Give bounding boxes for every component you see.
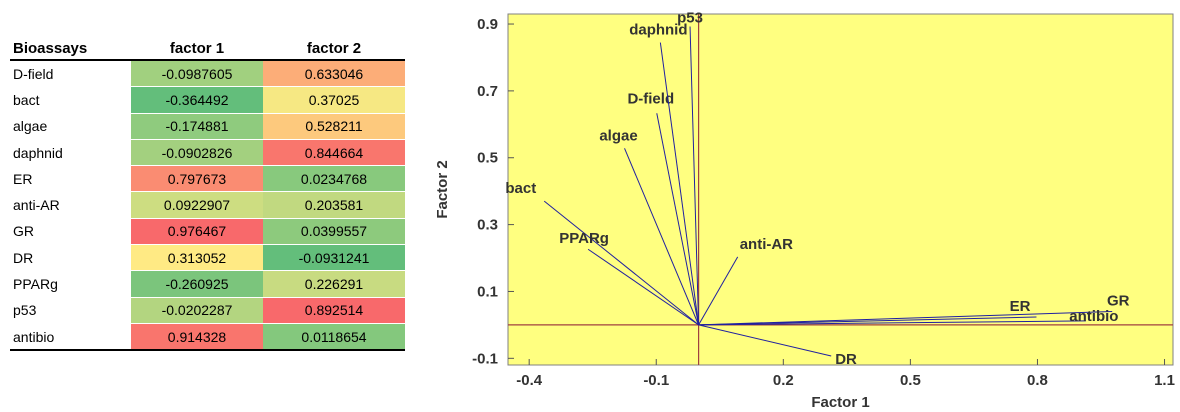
vector-line — [624, 148, 700, 326]
factor-2-value: 0.37025 — [263, 86, 405, 114]
factor-2-value: 0.0234768 — [263, 165, 405, 193]
factor-1-value: 0.914328 — [131, 323, 263, 352]
y-tick-label: -0.1 — [472, 350, 498, 367]
factor-2-value: 0.0118654 — [263, 323, 405, 352]
bioassay-name: GR — [10, 218, 131, 246]
factor-1-value: -0.174881 — [131, 113, 263, 140]
factor-1-value: 0.0922907 — [131, 191, 263, 219]
bioassay-name: antibio — [10, 323, 131, 352]
factor-2-value: 0.844664 — [263, 139, 405, 167]
header-factor-2: factor 2 — [263, 37, 405, 61]
table-row: daphnid -0.0902826 0.844664 — [10, 139, 405, 167]
bioassay-name: daphnid — [10, 139, 131, 167]
factor-2-value: 0.633046 — [263, 60, 405, 88]
bioassay-name: anti-AR — [10, 191, 131, 219]
vector-label: GR — [1107, 293, 1130, 310]
vector-label: bact — [505, 180, 536, 197]
y-tick-label: 0.1 — [477, 283, 498, 300]
factor-1-value: -0.260925 — [131, 270, 263, 298]
y-tick-label: 0.9 — [477, 16, 498, 33]
vector-line — [587, 248, 699, 326]
table-body: D-field -0.0987605 0.633046 bact -0.364492 0.… — [10, 60, 405, 352]
vector-line — [543, 200, 699, 326]
table-row: algae -0.174881 0.528211 — [10, 113, 405, 140]
bioassay-name: D-field — [10, 60, 131, 88]
vector-line — [698, 324, 832, 357]
bioassay-name: bact — [10, 86, 131, 114]
y-axis-label: Factor 2 — [434, 160, 451, 218]
x-tick-label: -0.4 — [516, 372, 543, 389]
vector-label: ER — [1010, 298, 1031, 315]
x-tick-label: 1.1 — [1154, 372, 1175, 389]
factor-1-value: 0.797673 — [131, 165, 263, 193]
vector-label: daphnid — [629, 22, 687, 39]
vector-line — [656, 113, 700, 325]
vector-label: p53 — [677, 10, 703, 27]
table-row: D-field -0.0987605 0.633046 — [10, 60, 405, 88]
table-row: bact -0.364492 0.37025 — [10, 86, 405, 114]
vector-label: algae — [599, 127, 637, 144]
vector-label: PPARg — [559, 230, 609, 247]
x-tick-label: 0.5 — [900, 372, 921, 389]
vector-label: DR — [835, 351, 857, 368]
vector-line — [659, 42, 700, 325]
table-row: GR 0.976467 0.0399557 — [10, 218, 405, 246]
vector-line — [698, 311, 1113, 326]
factor-2-value: 0.528211 — [263, 113, 405, 140]
table-row: PPARg -0.260925 0.226291 — [10, 270, 405, 298]
x-tick-label: 0.2 — [773, 372, 794, 389]
factor-1-value: -0.364492 — [131, 86, 263, 114]
y-tick-label: 0.3 — [477, 217, 498, 234]
bioassay-name: algae — [10, 113, 131, 140]
factor-2-value: 0.892514 — [263, 297, 405, 324]
bioassay-name: ER — [10, 165, 131, 193]
y-tick-label: 0.5 — [477, 150, 498, 167]
factor-1-value: -0.0902826 — [131, 139, 263, 167]
vector-label: anti-AR — [740, 236, 793, 253]
factor-loadings-table: Bioassays factor 1 factor 2 D-field -0.09… — [10, 37, 405, 352]
x-axis-label: Factor 1 — [811, 394, 869, 411]
bioassay-name: p53 — [10, 297, 131, 324]
vector-label: antibio — [1069, 308, 1118, 325]
vector-line — [689, 26, 700, 325]
table-row: antibio 0.914328 0.0118654 — [10, 323, 405, 352]
y-tick-label: 0.7 — [477, 83, 498, 100]
x-tick-label: -0.1 — [643, 372, 669, 389]
x-tick-label: 0.8 — [1027, 372, 1048, 389]
table-row: p53 -0.0202287 0.892514 — [10, 297, 405, 324]
plot-background — [507, 13, 1174, 366]
bioassay-name: DR — [10, 244, 131, 272]
factor-2-value: 0.0399557 — [263, 218, 405, 246]
factor-1-value: -0.0202287 — [131, 297, 263, 324]
factor-2-value: 0.203581 — [263, 191, 405, 219]
factor-1-value: 0.976467 — [131, 218, 263, 246]
bioassay-name: PPARg — [10, 270, 131, 298]
vector-line — [698, 316, 1037, 326]
factor-1-value: -0.0987605 — [131, 60, 263, 88]
factor-1-value: 0.313052 — [131, 244, 263, 272]
factor-2-value: 0.226291 — [263, 270, 405, 298]
factor-2-value: -0.0931241 — [263, 244, 405, 272]
header-bioassays: Bioassays — [10, 37, 131, 61]
table-row: anti-AR 0.0922907 0.203581 — [10, 191, 405, 219]
header-factor-1: factor 1 — [131, 37, 263, 61]
table-row: DR 0.313052 -0.0931241 — [10, 244, 405, 272]
table-header-row: Bioassays factor 1 factor 2 — [10, 37, 405, 61]
vector-line — [698, 256, 739, 326]
table-row: ER 0.797673 0.0234768 — [10, 165, 405, 193]
vector-label: D-field — [627, 90, 674, 107]
vector-line — [698, 320, 1086, 326]
